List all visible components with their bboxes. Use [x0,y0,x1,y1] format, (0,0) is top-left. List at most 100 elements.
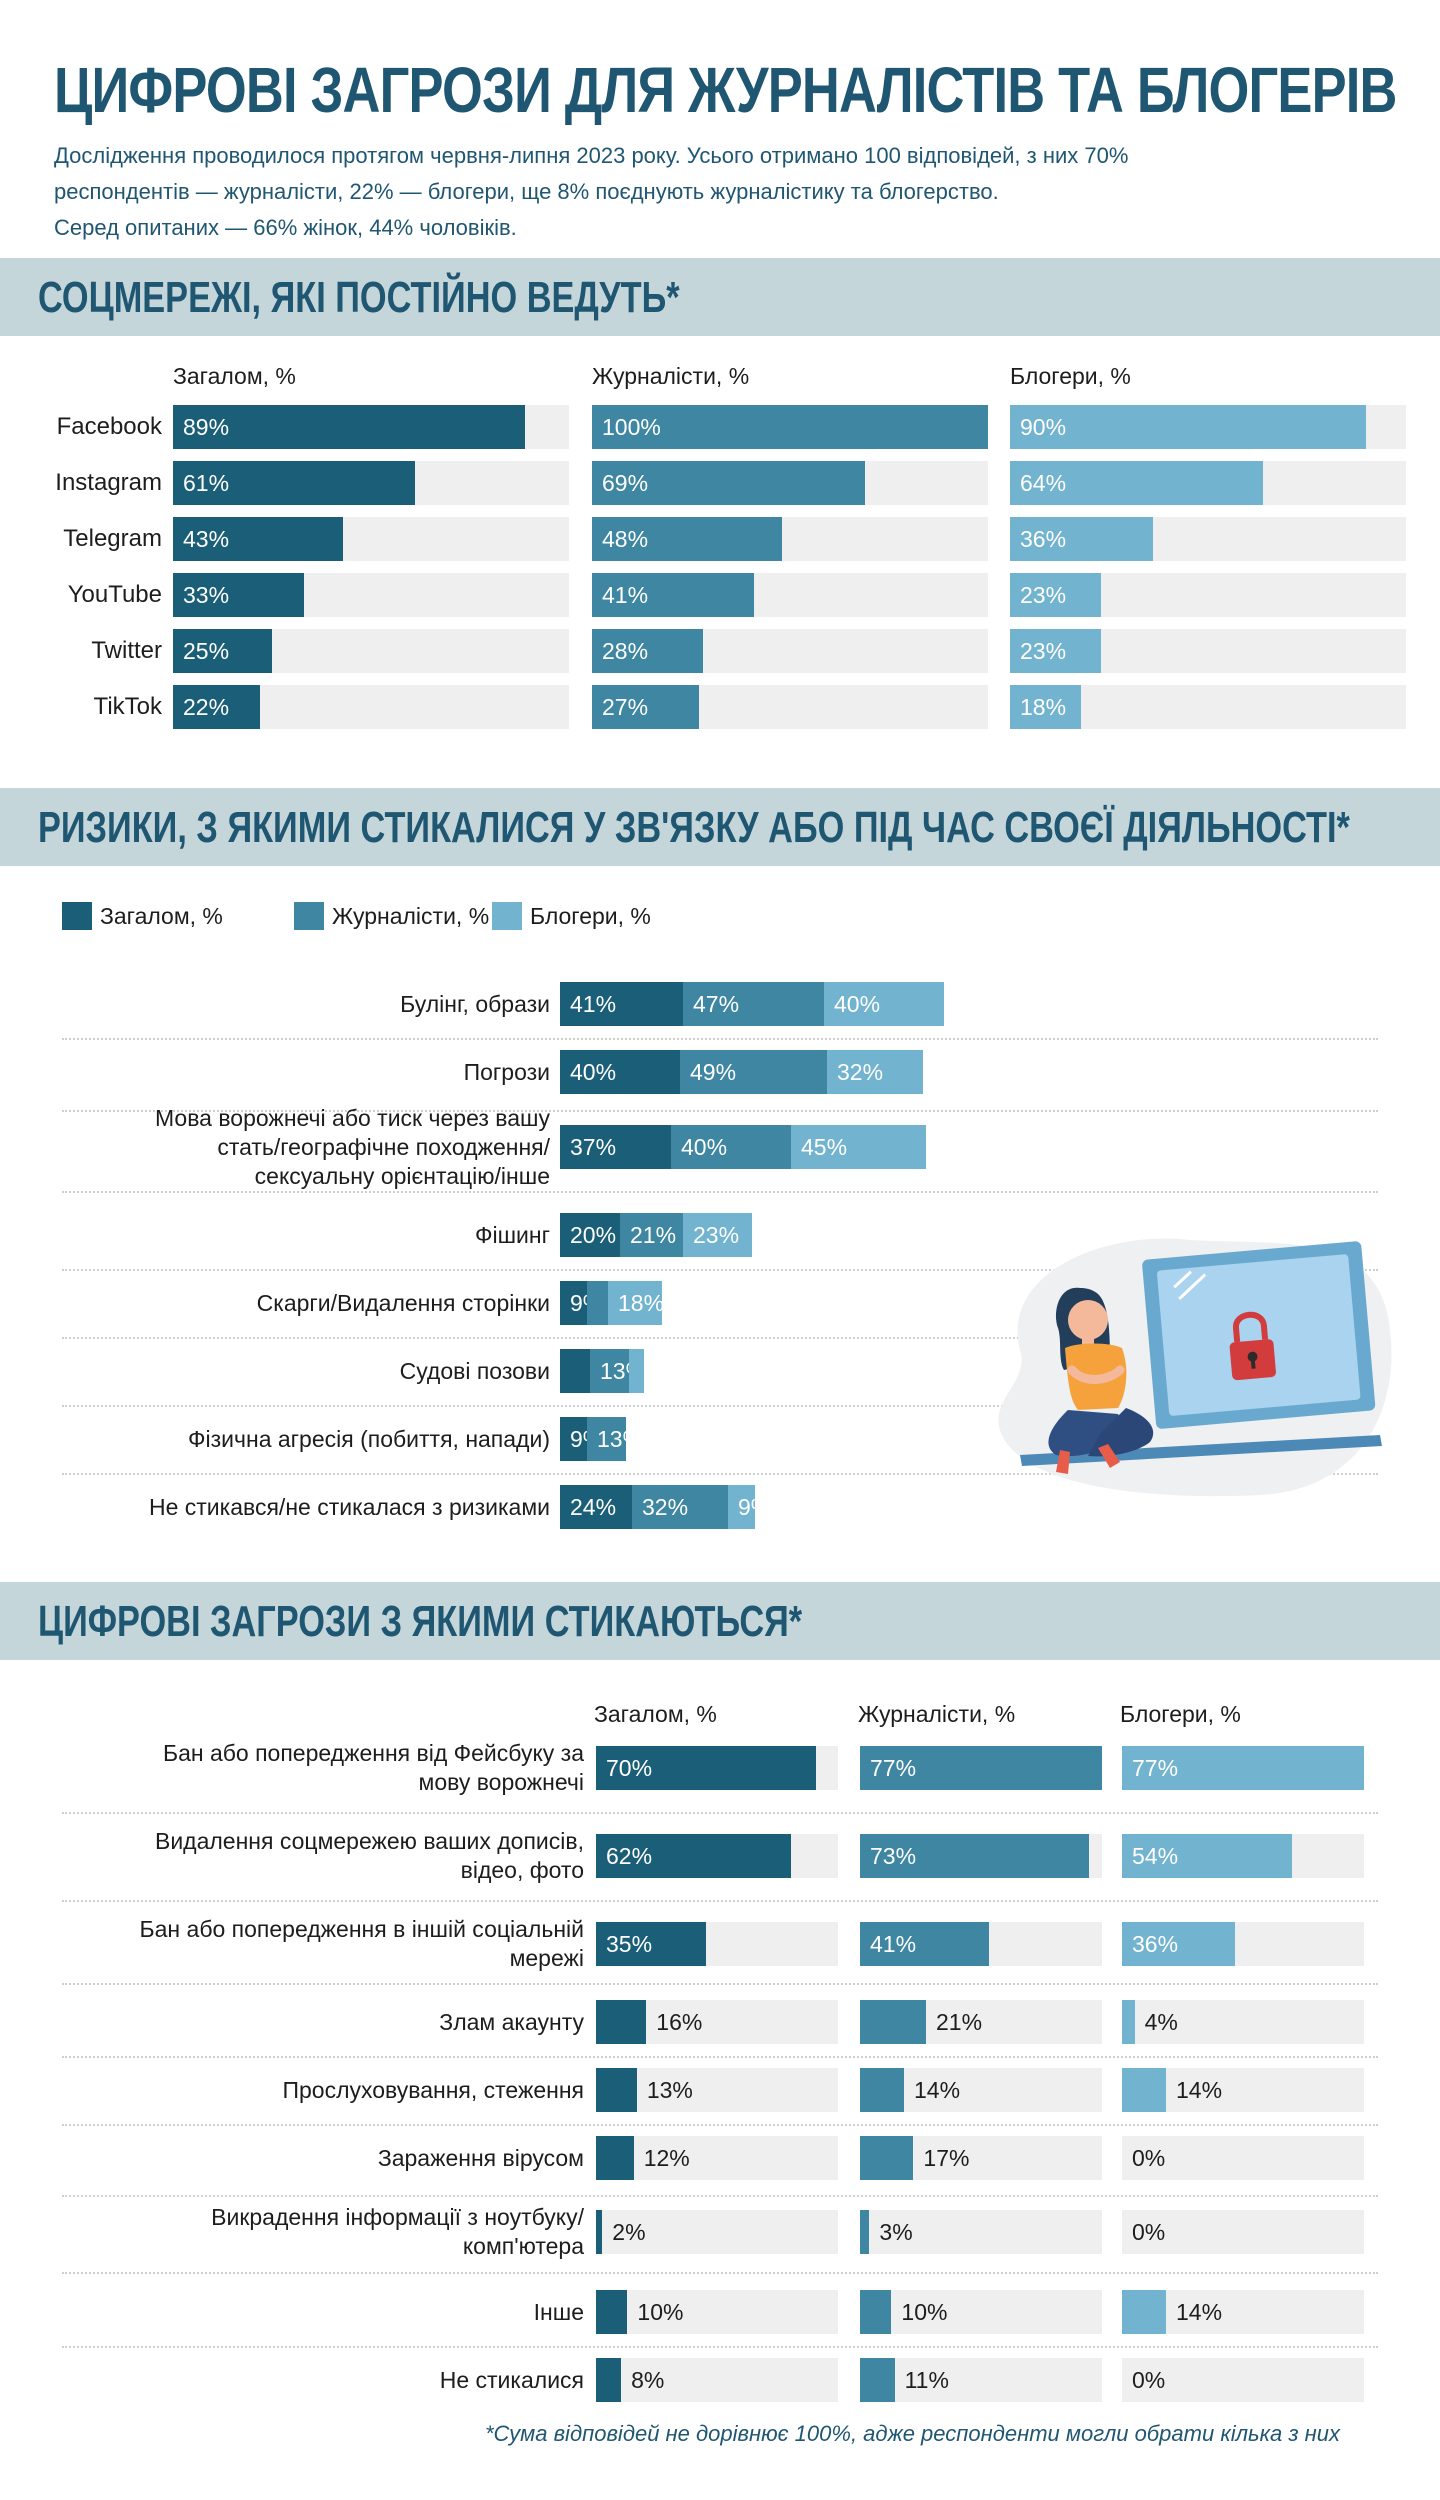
data-label: 23% [1020,582,1067,608]
data-label: 36% [1020,526,1067,552]
bar-track: 16% [596,2000,838,2044]
category-label: Фішинг [475,1221,550,1250]
bar [596,1746,816,1790]
bar-track: 17% [860,2136,1102,2180]
category-label-line: Бан або попередження в іншій соціальній [139,1916,584,1942]
bar-segment: 21% [620,1213,683,1257]
stacked-bar: 41% 47% 40% [560,982,1360,1026]
category-label-line: відео, фото [460,1857,584,1883]
data-label: 89% [183,414,230,440]
bar [596,2136,634,2180]
data-label: 77% [1132,1755,1179,1781]
data-label: 32% [837,1059,884,1085]
category-label: Погрози [464,1058,550,1087]
data-label: 69% [602,470,649,496]
bar-segment: 24% [560,1485,632,1529]
bar-segment: 13% [590,1349,646,1393]
intro-line: Дослідження проводилося протягом червня-… [54,143,1129,168]
bar-track: 22% [173,685,569,729]
data-label: 40% [834,991,881,1017]
bar [1122,2290,1166,2334]
bar-track: 14% [1122,2068,1364,2112]
bar [1122,2000,1135,2044]
category-label-line: Не стикався/не стикалася з ризиками [148,1493,550,1520]
bar [596,1922,706,1966]
bar-track: 3% [860,2210,1102,2254]
category-label-line: Злам акаунту [439,2008,584,2035]
category-label-line: Видалення соцмережею ваших дописів, [154,1828,584,1854]
bar-track: 43% [173,517,569,561]
bar-track: 41% [592,573,988,617]
data-label: 11% [904,2367,949,2393]
category-label-line: Булінг, образи [400,990,550,1017]
bar [860,2136,914,2180]
row-divider [62,1983,1378,1985]
bar-track: 33% [173,573,569,617]
data-label: 77% [870,1755,917,1781]
bar-track: 25% [173,629,569,673]
bar [173,629,272,673]
bar-track: 13% [596,2068,838,2112]
intro-text: Дослідження проводилося протягом червня-… [54,138,1374,246]
bar-segment: 45% [791,1125,926,1169]
bar-track: 12% [596,2136,838,2180]
row-divider [62,1191,1378,1193]
bar [592,461,866,505]
category-label-line: Не стикалися [439,2366,584,2393]
bar-track: 0% [1122,2136,1364,2180]
category-label-line: Мова ворожнечі або тиск через вашу [155,1104,550,1131]
bar-segment: 49% [680,1050,827,1094]
data-label: 90% [1020,414,1067,440]
category-label-line: мову ворожнечі [418,1769,585,1795]
data-label: 32% [642,1494,689,1520]
bar-track: 10% [860,2290,1102,2334]
row-divider [62,2346,1378,2348]
data-label: 41% [602,582,649,608]
bar-segment: 20% [560,1213,620,1257]
bar [173,517,344,561]
bar-track: 10% [596,2290,838,2334]
data-label: 2% [612,2219,646,2245]
bar [860,2290,892,2334]
category-label-line: Бан або попередження від Фейсбуку за [162,1740,584,1766]
bar [1122,1746,1364,1790]
data-label: 0% [1132,2367,1166,2393]
category-label-line: Погрози [463,1058,550,1085]
bar-track: 23% [1010,573,1406,617]
data-label: 73% [870,1843,917,1869]
data-label: 0% [1132,2219,1166,2245]
stacked-bar: 20% 21% 23% [560,1213,1360,1257]
category-label: Не стикалися [440,2366,584,2395]
bar-track: 77% [860,1746,1102,1790]
section-title-social: СОЦМЕРЕЖІ, ЯКІ ПОСТІЙНО ВЕДУТЬ* [38,273,680,322]
bar-segment: 9% [560,1417,603,1461]
data-label: 14% [1176,2299,1223,2325]
category-label: Скарги/Видалення сторінки [257,1289,550,1318]
bar-track: 18% [1010,685,1406,729]
data-label: 18% [618,1290,665,1316]
category-label: YouTube [67,581,162,608]
intro-line: респондентів — журналісти, 22% — блогери… [54,179,999,204]
data-label: 41% [570,991,617,1017]
bar-track: 23% [1010,629,1406,673]
bar [173,685,261,729]
bar [592,573,755,617]
data-label: 13% [646,2077,693,2103]
bar-track: 8% [596,2358,838,2402]
bar [1010,629,1102,673]
category-label-line: Прослуховування, стеження [282,2076,584,2103]
data-label: 47% [693,991,740,1017]
row-divider [62,2056,1378,2058]
stacked-bar: 40% 49% 32% [560,1050,1360,1094]
category-label: Instagram [55,469,162,496]
bar [173,573,304,617]
bar [1010,685,1082,729]
bar-track: 73% [860,1834,1102,1878]
category-label-line: Інше [533,2298,584,2325]
category-label-line: Скарги/Видалення сторінки [256,1289,550,1316]
column-header: Блогери, % [1010,363,1131,389]
row-divider [62,1473,1378,1475]
bar-track: 27% [592,685,988,729]
data-label: 61% [183,470,230,496]
category-label: Злам акаунту [439,2008,584,2037]
